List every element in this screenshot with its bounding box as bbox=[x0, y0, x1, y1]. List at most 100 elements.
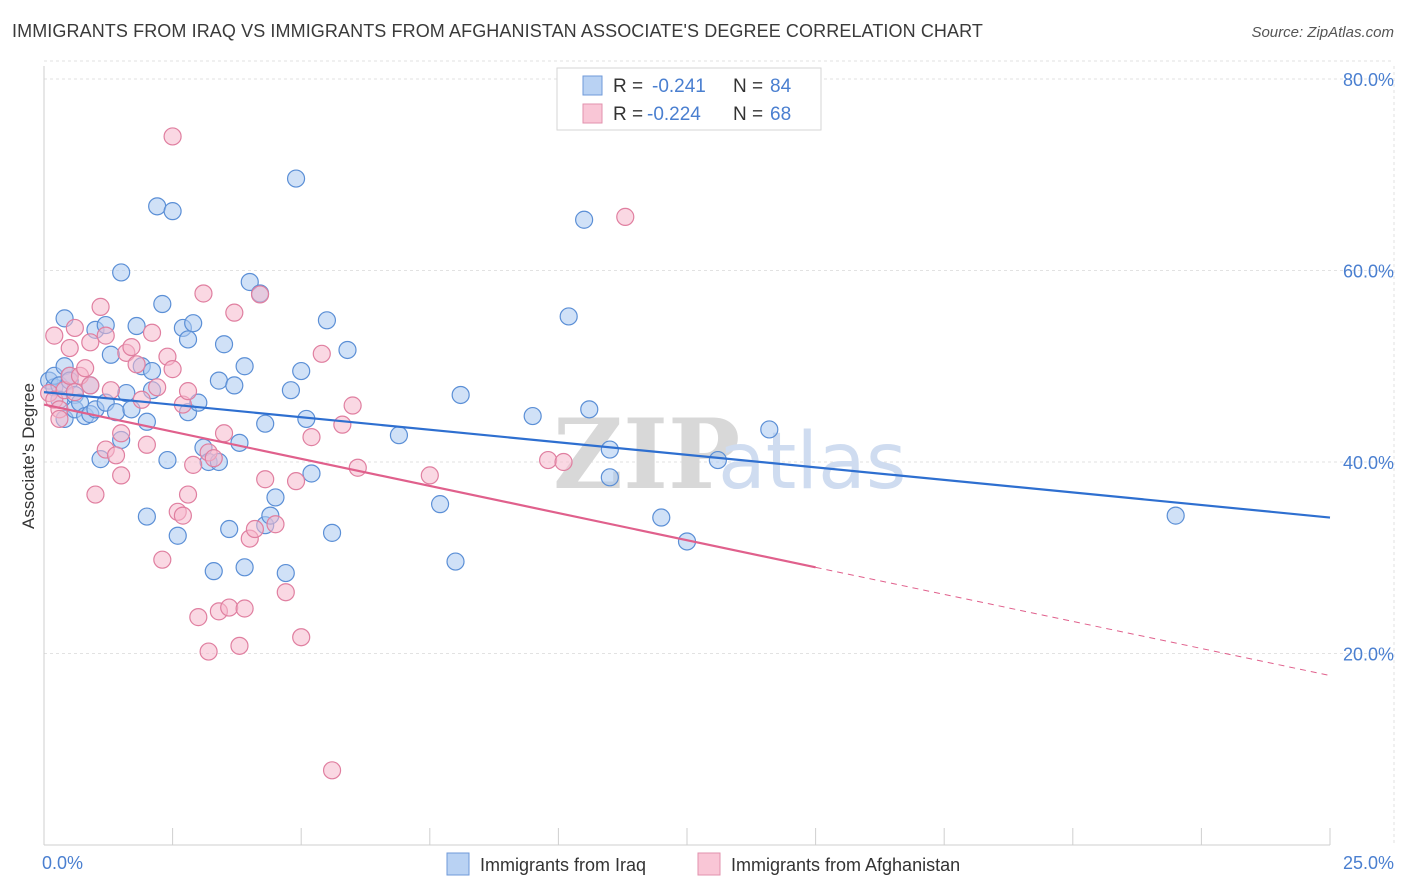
afghanistan-point-7 bbox=[60, 338, 79, 358]
afghanistan-point-24 bbox=[127, 355, 146, 374]
afghanistan-point-23 bbox=[122, 338, 141, 357]
watermark-atlas: atlas bbox=[718, 417, 907, 507]
afghanistan-point-65 bbox=[539, 450, 558, 470]
afghanistan-point-42 bbox=[199, 642, 218, 661]
legend-box: R = -0.241 N = 84 R = -0.224 N = 68 bbox=[556, 67, 822, 131]
afghanistan-point-63 bbox=[348, 458, 367, 477]
afghanistan-point-25 bbox=[132, 390, 151, 409]
chart-title: IMMIGRANTS FROM IRAQ VS IMMIGRANTS FROM … bbox=[12, 21, 983, 41]
iraq-point-78 bbox=[600, 468, 619, 487]
afghanistan-point-52 bbox=[250, 285, 270, 304]
afghanistan-point-34 bbox=[173, 506, 192, 525]
iraq-point-76 bbox=[580, 400, 599, 419]
iraq-point-50 bbox=[225, 376, 244, 395]
legend-n-label-afghanistan: N = bbox=[733, 104, 763, 125]
iraq-point-61 bbox=[281, 381, 301, 400]
afghanistan-point-53 bbox=[256, 470, 275, 489]
afghanistan-point-43 bbox=[204, 449, 223, 468]
legend-r-label-iraq: R = bbox=[613, 76, 643, 97]
afghanistan-point-49 bbox=[235, 599, 254, 618]
iraq-point-74 bbox=[559, 307, 578, 326]
legend-r-value-afghanistan: -0.224 bbox=[647, 104, 701, 125]
legend-swatch-iraq bbox=[582, 75, 603, 96]
afghanistan-point-66 bbox=[554, 452, 573, 472]
trend-line-afghanistan-extrapolated bbox=[815, 566, 1331, 677]
afghanistan-point-51 bbox=[245, 519, 265, 539]
afghanistan-point-29 bbox=[153, 550, 172, 569]
axes bbox=[43, 66, 1331, 846]
legend-n-label-iraq: N = bbox=[733, 76, 763, 97]
iraq-point-41 bbox=[184, 314, 203, 333]
afghanistan-point-37 bbox=[178, 382, 198, 401]
afghanistan-point-20 bbox=[112, 424, 131, 443]
iraq-point-24 bbox=[112, 263, 131, 282]
y-tick-label-60: 60.0% bbox=[1343, 262, 1394, 282]
afghanistan-point-36 bbox=[178, 485, 198, 504]
afghanistan-point-67 bbox=[616, 207, 635, 226]
afghanistan-point-57 bbox=[292, 628, 311, 647]
legend-r-value-iraq: -0.241 bbox=[652, 76, 706, 97]
afghanistan-point-64 bbox=[420, 466, 439, 485]
afghanistan-point-48 bbox=[230, 636, 249, 655]
iraq-point-63 bbox=[292, 361, 311, 381]
bottom-legend-label-afghanistan: Immigrants from Afghanistan bbox=[731, 855, 960, 875]
y-tick-label-80: 80.0% bbox=[1343, 70, 1394, 90]
afghanistan-point-15 bbox=[91, 297, 110, 316]
iraq-point-59 bbox=[266, 488, 285, 507]
x-tick-label-max: 25.0% bbox=[1343, 853, 1394, 873]
iraq-point-66 bbox=[317, 311, 337, 330]
afghanistan-point-47 bbox=[225, 303, 244, 322]
y-axis-label: Associate's Degree bbox=[19, 383, 38, 529]
x-tick-label-min: 0.0% bbox=[42, 853, 83, 873]
legend-n-value-afghanistan: 68 bbox=[770, 104, 791, 125]
afghanistan-point-59 bbox=[312, 344, 331, 363]
iraq-point-54 bbox=[240, 272, 259, 292]
afghanistan-point-14 bbox=[86, 485, 105, 504]
iraq-point-37 bbox=[168, 526, 187, 545]
iraq-point-32 bbox=[142, 361, 162, 381]
afghanistan-point-39 bbox=[189, 608, 208, 627]
afghanistan-point-16 bbox=[96, 326, 115, 345]
iraq-point-60 bbox=[276, 563, 295, 583]
legend-swatch-afghanistan bbox=[582, 103, 603, 124]
bottom-legend-label-iraq: Immigrants from Iraq bbox=[480, 855, 646, 875]
afghanistan-point-32 bbox=[163, 360, 182, 379]
iraq-point-27 bbox=[127, 316, 146, 336]
iraq-point-72 bbox=[451, 385, 470, 405]
iraq-point-52 bbox=[235, 558, 254, 577]
afghanistan-point-54 bbox=[266, 515, 285, 534]
afghanistan-point-26 bbox=[137, 435, 156, 454]
series-iraq-points bbox=[40, 169, 1185, 583]
afghanistan-point-55 bbox=[276, 583, 295, 602]
iraq-point-29 bbox=[137, 507, 156, 526]
iraq-point-33 bbox=[148, 197, 167, 216]
iraq-point-83 bbox=[1166, 506, 1185, 525]
iraq-point-67 bbox=[322, 523, 342, 542]
grid-lines bbox=[44, 60, 1395, 845]
iraq-point-81 bbox=[708, 450, 727, 470]
afghanistan-point-62 bbox=[343, 396, 362, 415]
afghanistan-point-56 bbox=[286, 472, 306, 491]
trend-lines bbox=[43, 391, 1331, 677]
iraq-point-36 bbox=[163, 202, 182, 221]
afghanistan-point-38 bbox=[184, 455, 203, 474]
afghanistan-point-46 bbox=[220, 598, 239, 617]
afghanistan-point-45 bbox=[214, 424, 234, 443]
legend-r-label-afghanistan: R = bbox=[613, 104, 643, 125]
series-afghanistan-points bbox=[40, 127, 635, 780]
legend-n-value-iraq: 84 bbox=[770, 76, 792, 97]
bottom-legend-swatch-iraq bbox=[446, 852, 470, 876]
iraq-point-46 bbox=[209, 371, 228, 390]
trend-line-afghanistan bbox=[43, 403, 816, 569]
iraq-point-73 bbox=[523, 406, 542, 426]
iraq-point-51 bbox=[230, 433, 249, 452]
bottom-legend: Immigrants from Iraq Immigrants from Afg… bbox=[446, 852, 960, 876]
iraq-point-69 bbox=[389, 426, 409, 445]
afghanistan-point-40 bbox=[194, 284, 213, 303]
afghanistan-point-11 bbox=[76, 359, 95, 378]
iraq-point-21 bbox=[101, 345, 120, 364]
iraq-point-68 bbox=[338, 340, 357, 360]
afghanistan-point-8 bbox=[65, 318, 84, 338]
bottom-legend-swatch-afghanistan bbox=[697, 852, 721, 876]
